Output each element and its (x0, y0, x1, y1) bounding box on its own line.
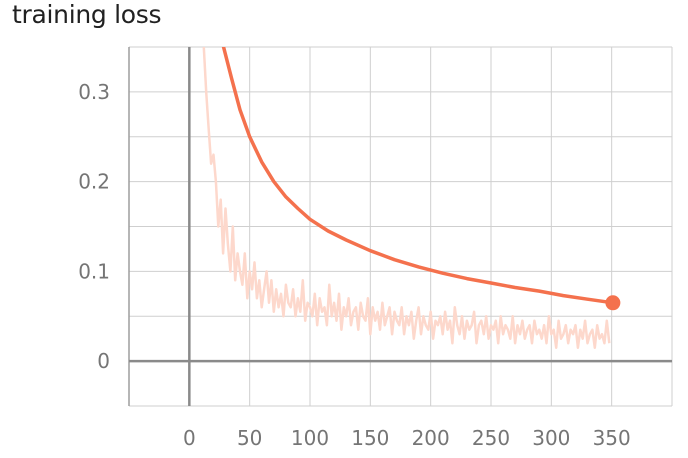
x-tick-label: 150 (351, 426, 389, 450)
y-tick-label: 0.2 (78, 170, 110, 194)
x-tick-labels: 0 50 100 150 200 250 300 350 (183, 426, 631, 450)
zero-axes (128, 47, 672, 406)
smoothed-loss-line (221, 47, 615, 305)
x-tick-label: 250 (472, 426, 510, 450)
x-tick-label: 100 (291, 426, 329, 450)
x-tick-label: 0 (183, 426, 196, 450)
x-tick-label: 50 (237, 426, 262, 450)
x-tick-label: 300 (532, 426, 570, 450)
last-point-marker (605, 295, 621, 311)
x-tick-label: 350 (593, 426, 631, 450)
y-tick-label: 0.3 (78, 80, 110, 104)
y-tick-label: 0 (97, 349, 110, 373)
grid-lines (128, 46, 673, 407)
series-lines (202, 47, 621, 349)
chart-title: training loss (12, 0, 162, 29)
y-tick-labels: 0 0.1 0.2 0.3 (78, 80, 110, 373)
raw-loss-line (202, 47, 611, 349)
x-tick-label: 200 (412, 426, 450, 450)
y-tick-label: 0.1 (78, 259, 110, 283)
